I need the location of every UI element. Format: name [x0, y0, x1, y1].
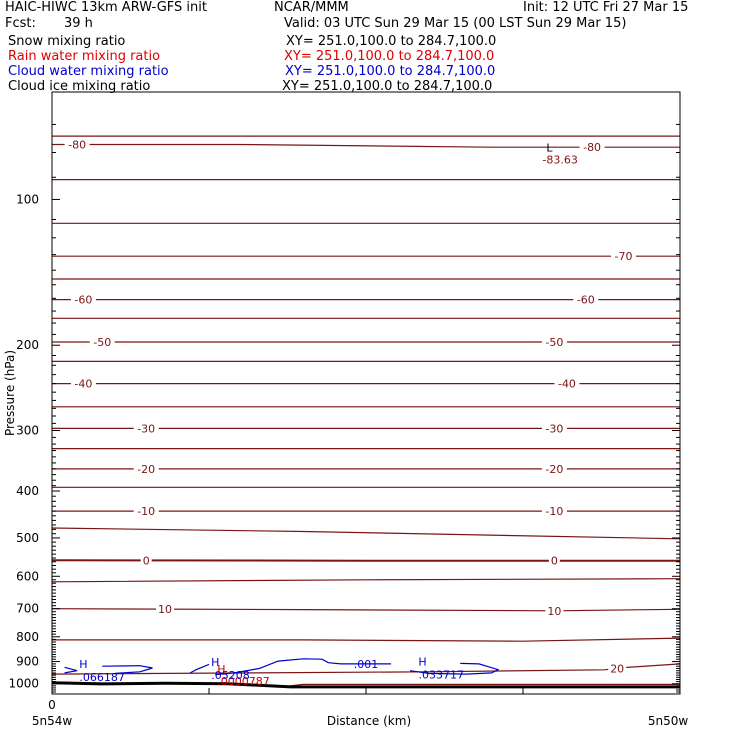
- temp-label: -10: [137, 505, 155, 518]
- cloud-water-contour-4: [409, 662, 500, 675]
- temp-label-bg: [548, 554, 560, 566]
- field-rain-name: Rain water mixing ratio: [8, 49, 161, 64]
- org-label: NCAR/MMM: [274, 0, 349, 15]
- cloud-water-max-label-2: H: [418, 655, 426, 668]
- y-tick-label: 100: [16, 192, 39, 206]
- temp-label-bg: [541, 422, 567, 434]
- minimum-value: -83.63: [542, 153, 577, 166]
- x-right-location-label: 5n50w: [648, 714, 689, 728]
- temp-label-bg: [541, 505, 567, 517]
- temp-label-bg: [541, 462, 567, 474]
- field-cloudwater-xy: XY= 251.0,100.0 to 284.7,100.0: [285, 64, 496, 79]
- temp-label: 0: [143, 554, 150, 567]
- x-left-location-label: 5n54w: [32, 714, 73, 728]
- temp-label: -80: [583, 141, 601, 154]
- x-zero-label: 0: [48, 698, 56, 712]
- temp-label-bg: [133, 505, 159, 517]
- cloud-water-contour-3: [215, 658, 392, 676]
- cloud-water-contour-1: [102, 665, 153, 674]
- temp-contour-17: [51, 527, 681, 540]
- temp-label-bg: [133, 422, 159, 434]
- cloud-water-max-value-0: .066187: [79, 671, 125, 684]
- temp-label-bg: [608, 662, 627, 674]
- y-tick-label: 700: [16, 602, 39, 616]
- temperature-contours: [51, 135, 681, 687]
- temp-label-bg: [70, 293, 96, 305]
- temp-label-bg: [156, 603, 175, 615]
- temp-label: 10: [547, 605, 561, 618]
- temp-contour-23: [290, 683, 680, 687]
- field-rain-xy: XY= 251.0,100.0 to 284.7,100.0: [284, 49, 495, 64]
- temp-label: 0: [551, 555, 558, 568]
- cloud-water-max-label-1: H: [211, 656, 219, 669]
- temp-label-bg: [579, 141, 605, 153]
- field-snow-xy: XY= 251.0,100.0 to 284.7,100.0: [286, 34, 497, 49]
- temp-contour-22: [51, 663, 681, 675]
- temp-label: -40: [558, 378, 576, 391]
- field-cloudwater-name: Cloud water mixing ratio: [8, 64, 169, 79]
- temp-label: -30: [545, 422, 563, 435]
- y-tick-label: 300: [16, 424, 39, 438]
- y-tick-label: 1000: [8, 677, 39, 691]
- minimum-label: L: [546, 141, 553, 154]
- field-snow-name: Snow mixing ratio: [8, 34, 126, 49]
- temp-label: 10: [158, 603, 172, 616]
- temp-label: -60: [577, 294, 595, 307]
- init-time: Init: 12 UTC Fri 27 Mar 15: [523, 0, 689, 15]
- cloud-water-contour-0: [64, 666, 78, 674]
- temp-label: -10: [545, 505, 563, 518]
- cloud-water-contours: [64, 658, 500, 676]
- temp-label-bg: [70, 377, 96, 389]
- y-tick-label: 800: [16, 630, 39, 644]
- temp-label-bg: [541, 336, 567, 348]
- cloud-water-contour-label: .001: [354, 658, 379, 671]
- temp-contour-20: [51, 608, 681, 612]
- temp-label: -20: [137, 463, 155, 476]
- terrain-path: [51, 681, 680, 689]
- cloud-water-max-label-0: H: [79, 658, 87, 671]
- y-tick-label: 400: [16, 484, 39, 498]
- y-axis-title: Pressure (hPa): [3, 350, 17, 436]
- x-axis-title: Distance (km): [327, 714, 411, 728]
- rain-water-max-value-0: .0000787: [217, 675, 270, 688]
- temp-contour-21: [52, 637, 681, 642]
- temp-label: -30: [137, 422, 155, 435]
- contour-labels: -80 -80 -70 -60 -60 -50 -50 -40 -40 -30 -30 -20 -20 -…: [64, 138, 636, 688]
- field-cloudice-name: Cloud ice mixing ratio: [8, 79, 151, 94]
- temp-label: -70: [614, 250, 632, 263]
- temp-label: -50: [545, 336, 563, 349]
- cloud-water-max-value-1: .05208: [211, 669, 250, 682]
- temp-label-bg: [554, 377, 580, 389]
- temp-label-bg: [140, 554, 152, 566]
- model-title: HAIC-HIWC 13km ARW-GFS init: [5, 0, 207, 15]
- field-cloudice-xy: XY= 251.0,100.0 to 284.7,100.0: [282, 79, 493, 94]
- rain-water-max-label-0: H: [217, 663, 225, 676]
- temp-label-bg: [610, 250, 636, 262]
- cloud-water-contour-2: [189, 663, 210, 674]
- terrain-line: [51, 681, 680, 689]
- temp-label-bg: [89, 336, 115, 348]
- fcst-label: Fcst:: [5, 16, 36, 31]
- temp-label-bg: [64, 138, 90, 150]
- temp-contour-19: [51, 578, 681, 583]
- temp-label: -20: [545, 463, 563, 476]
- y-tick-label: 600: [16, 569, 39, 583]
- plot-frame: [51, 91, 681, 695]
- temp-label: -40: [74, 378, 92, 391]
- temp-label: 20: [610, 662, 624, 675]
- valid-time: Valid: 03 UTC Sun 29 Mar 15 (00 LST Sun …: [284, 16, 627, 31]
- y-tick-label: 200: [16, 338, 39, 352]
- temp-label-bg: [133, 462, 159, 474]
- temp-label: -50: [93, 336, 111, 349]
- temp-label-bg: [545, 604, 564, 616]
- temp-label-bg: [573, 293, 599, 305]
- cloud-water-max-value-2: .033717: [419, 668, 465, 681]
- fcst-value: 39 h: [64, 16, 93, 31]
- temp-label: -60: [74, 294, 92, 307]
- y-tick-label: 500: [16, 531, 39, 545]
- temp-label: -80: [68, 138, 86, 151]
- y-tick-label: 900: [16, 655, 39, 669]
